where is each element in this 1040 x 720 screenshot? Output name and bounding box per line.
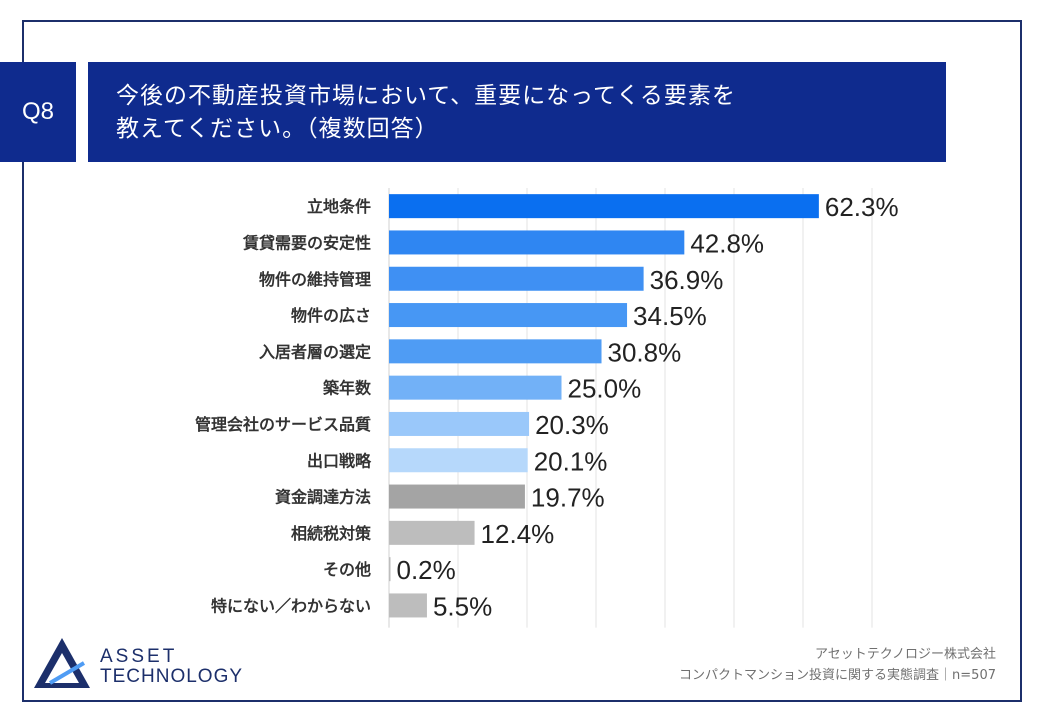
value-label: 25.0% (568, 374, 642, 404)
footer-company: アセットテクノロジー株式会社 (815, 647, 996, 662)
value-label: 34.5% (633, 301, 707, 331)
category-label: 賃貸需要の安定性 (242, 233, 371, 252)
category-label: 特にない／わからない (211, 596, 371, 615)
value-label: 0.2% (397, 555, 456, 585)
category-label: その他 (323, 560, 371, 579)
value-label: 36.9% (650, 265, 724, 295)
question-number-badge: Q8 (0, 62, 76, 162)
footer-credits: アセットテクノロジー株式会社 コンパクトマンション投資に関する実態調査｜n=50… (679, 644, 996, 686)
value-label: 30.8% (608, 337, 682, 367)
category-label: 相続税対策 (291, 524, 372, 543)
footer-survey: コンパクトマンション投資に関する実態調査｜n=507 (679, 668, 996, 683)
bar (389, 230, 685, 255)
triangle-logo-icon (34, 638, 90, 688)
bar (389, 339, 602, 364)
question-title: 今後の不動産投資市場において、重要になってくる要素を 教えてください。（複数回答… (88, 62, 946, 162)
value-label: 20.1% (534, 446, 608, 476)
category-label: 立地条件 (307, 197, 371, 216)
bar (389, 411, 530, 436)
bar (389, 194, 819, 219)
category-label: 管理会社のサービス品質 (195, 415, 371, 434)
question-title-line1: 今後の不動産投資市場において、重要になってくる要素を (116, 83, 736, 109)
value-label: 12.4% (481, 519, 555, 549)
bar (389, 375, 562, 400)
bar (389, 557, 391, 582)
category-label: 資金調達方法 (275, 488, 371, 507)
value-label: 19.7% (531, 483, 605, 513)
category-label: 物件の維持管理 (259, 270, 371, 289)
question-title-line2: 教えてください。（複数回答） (116, 116, 439, 142)
company-logo: ASSET TECHNOLOGY (34, 638, 243, 688)
category-label: 築年数 (322, 379, 372, 398)
value-label: 20.3% (535, 410, 609, 440)
category-label: 出口戦略 (307, 451, 372, 470)
bar (389, 448, 528, 473)
logo-text-asset: ASSET (100, 646, 177, 667)
bar (389, 303, 628, 328)
category-label: 物件の広さ (291, 306, 371, 325)
category-label: 入居者層の選定 (259, 342, 371, 361)
bar (389, 266, 644, 291)
bar (389, 593, 427, 618)
value-label: 62.3% (825, 192, 899, 222)
logo-text-technology: TECHNOLOGY (100, 666, 243, 687)
bar (389, 484, 525, 509)
bar (389, 520, 475, 545)
value-label: 42.8% (690, 228, 764, 258)
value-label: 5.5% (433, 591, 492, 621)
